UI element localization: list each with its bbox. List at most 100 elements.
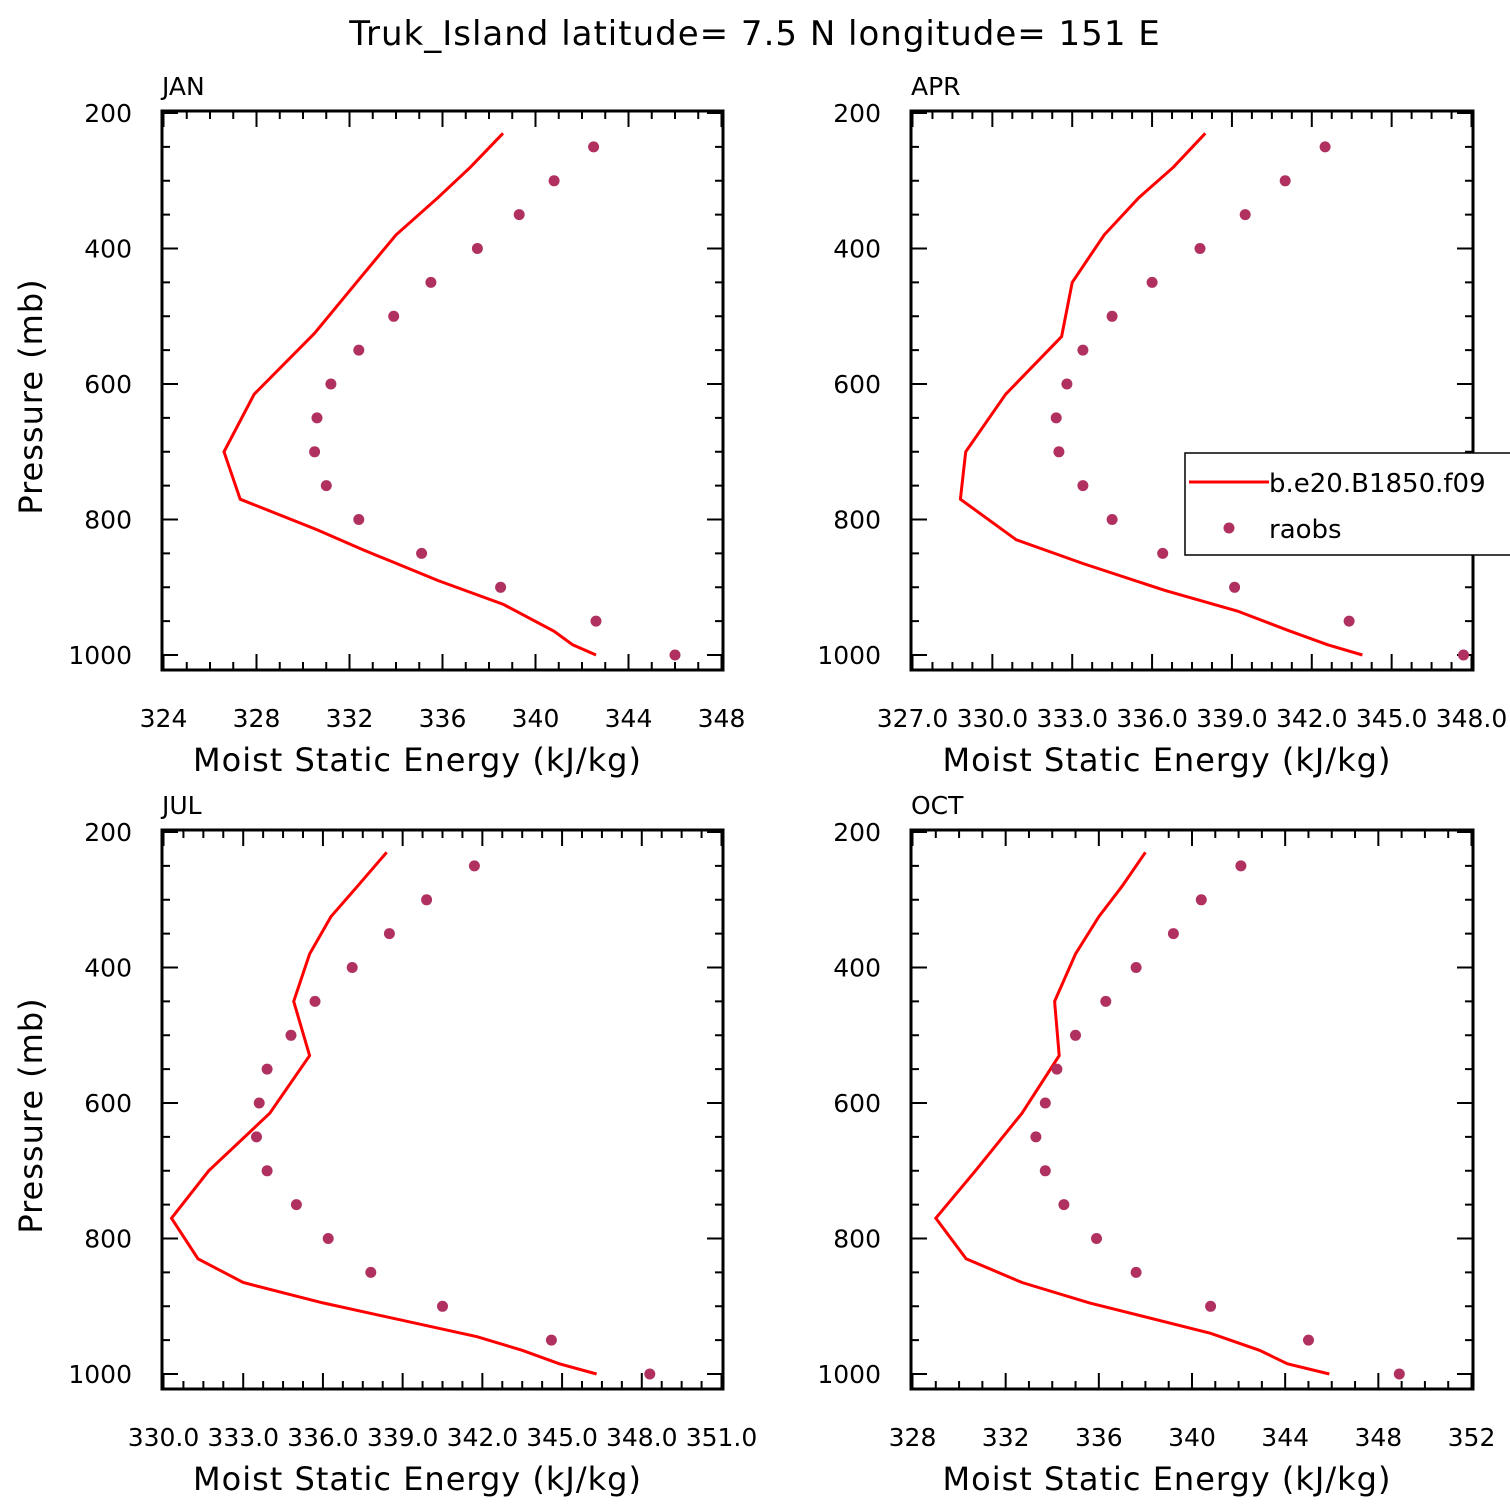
y-tick-label: 200: [84, 818, 132, 847]
y-tick-label: 400: [833, 235, 881, 264]
x-tick-label: 348.0: [606, 1423, 678, 1452]
raobs-point: [1091, 1233, 1102, 1244]
raobs-point: [365, 1266, 377, 1278]
raobs-point: [588, 141, 600, 153]
panel-label: JUL: [160, 791, 202, 820]
raobs-point: [311, 412, 323, 424]
x-tick-label: 345.0: [1356, 704, 1428, 733]
raobs-point: [1077, 344, 1089, 356]
model-profile-line: [222, 132, 597, 657]
y-tick-label: 600: [833, 370, 881, 399]
x-tick-label: 348: [698, 704, 746, 733]
x-tick-label: 348.0: [1436, 704, 1508, 733]
x-tick-label: 342.0: [1276, 704, 1348, 733]
x-tick-label: 344: [1261, 1423, 1309, 1452]
raobs-point: [1051, 1063, 1063, 1075]
raobs-point: [421, 894, 433, 906]
raobs-point: [545, 1334, 557, 1346]
model-profile-line: [933, 851, 1330, 1376]
raobs-point: [1039, 1165, 1051, 1177]
x-tick-label: 342.0: [447, 1423, 519, 1452]
y-tick-label: 800: [84, 506, 132, 535]
raobs-point: [1106, 514, 1118, 525]
raobs-point: [253, 1097, 265, 1109]
x-tick-label: 351.0: [686, 1423, 758, 1452]
raobs-point: [290, 1199, 302, 1211]
x-axis-title: Moist Static Energy (kJ/kg): [193, 741, 642, 779]
x-tick-label: 345.0: [526, 1423, 598, 1452]
panel-oct: OCT 200 400 600 800 1000 328 332 336 340 344 348 352…: [817, 791, 1495, 1498]
panel-jul: JUL 200 400 600 800 1000 330.0 333.0 336.0 339.0 3…: [12, 791, 757, 1498]
raobs-point: [1058, 1199, 1070, 1211]
x-tick-label: 332: [982, 1423, 1030, 1452]
raobs-point: [644, 1368, 656, 1380]
raobs-point: [1195, 894, 1207, 906]
raobs-point: [1106, 310, 1118, 322]
x-tick-label: 324: [140, 704, 188, 733]
y-tick-label: 400: [84, 954, 132, 983]
raobs-point: [669, 649, 681, 661]
raobs-point: [1235, 860, 1247, 872]
y-tick-label: 400: [84, 235, 132, 264]
y-tick-label: 200: [833, 99, 881, 128]
raobs-point: [309, 995, 321, 1007]
x-tick-label: 333.0: [207, 1423, 279, 1452]
model-profile-line: [958, 132, 1363, 657]
y-tick-label: 1000: [817, 641, 881, 670]
x-axis-title: Moist Static Energy (kJ/kg): [943, 1460, 1392, 1498]
y-tick-label: 1000: [68, 1360, 132, 1389]
y-tick-label: 600: [833, 1089, 881, 1118]
y-tick-label: 600: [84, 1089, 132, 1118]
x-tick-label: 330.0: [957, 704, 1029, 733]
x-tick-label: 328: [889, 1423, 937, 1452]
raobs-point: [322, 1233, 334, 1244]
y-tick-label: 1000: [68, 641, 132, 670]
y-tick-label: 800: [833, 506, 881, 535]
raobs-point: [425, 276, 437, 288]
raobs-point: [1205, 1300, 1217, 1312]
raobs-point: [1194, 243, 1206, 254]
panel-label: JAN: [160, 72, 205, 101]
x-tick-label: 352: [1448, 1423, 1496, 1452]
y-tick-label: 200: [84, 99, 132, 128]
x-tick-label: 339.0: [367, 1423, 439, 1452]
panels-group: JAN 200 400 600 800 1000 324 328 332 336 340 344 348…: [12, 72, 1510, 1498]
raobs-point: [251, 1131, 262, 1143]
figure-title: Truk_Island latitude= 7.5 N longitude= 1…: [348, 14, 1161, 54]
model-profile-line: [169, 851, 597, 1376]
raobs-point: [1077, 480, 1089, 492]
raobs-point: [437, 1300, 448, 1312]
raobs-point: [1061, 378, 1073, 390]
x-tick-label: 339.0: [1196, 704, 1268, 733]
raobs-point: [320, 480, 332, 492]
panel-label: OCT: [911, 791, 964, 820]
raobs-point: [285, 1029, 297, 1041]
raobs-point: [1070, 1029, 1081, 1041]
panel-apr: APR 200 400 600 800 1000 327.0 330.0 333.0 336.0 3…: [817, 72, 1510, 779]
raobs-point: [261, 1063, 273, 1075]
raobs-point: [1157, 547, 1169, 559]
raobs-point: [1458, 649, 1469, 661]
x-tick-label: 328: [233, 704, 281, 733]
raobs-point: [261, 1165, 273, 1177]
raobs-point: [1393, 1368, 1405, 1380]
legend-obs-label: raobs: [1269, 515, 1342, 545]
raobs-point: [1239, 209, 1251, 221]
raobs-point: [1279, 175, 1291, 187]
raobs-point: [513, 209, 525, 221]
raobs-point: [590, 615, 602, 627]
raobs-point: [1229, 581, 1241, 593]
raobs-point: [1030, 1131, 1042, 1143]
x-tick-label: 336.0: [1116, 704, 1188, 733]
raobs-point: [309, 446, 321, 458]
y-tick-label: 800: [833, 1225, 881, 1254]
raobs-point: [388, 310, 400, 322]
raobs-point: [548, 175, 560, 187]
raobs-point: [468, 860, 480, 872]
raobs-point: [1146, 276, 1158, 288]
raobs-point: [383, 928, 395, 940]
raobs-point: [1303, 1334, 1314, 1346]
x-axis-title: Moist Static Energy (kJ/kg): [193, 1460, 642, 1498]
raobs-point: [353, 344, 365, 356]
